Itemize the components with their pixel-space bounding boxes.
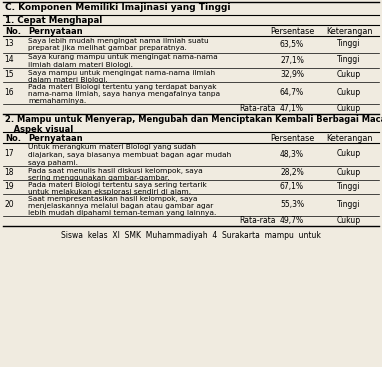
- Text: 1. Cepat Menghapal: 1. Cepat Menghapal: [5, 16, 102, 25]
- Text: 15: 15: [4, 70, 14, 79]
- Text: 14: 14: [4, 55, 14, 65]
- Text: 18: 18: [4, 168, 14, 177]
- Text: No.: No.: [5, 134, 21, 143]
- Text: Saya lebih mudah mengingat nama ilmiah suatu
preparat jika melihat gambar prepar: Saya lebih mudah mengingat nama ilmiah s…: [28, 37, 209, 51]
- Text: Aspek visual: Aspek visual: [5, 124, 73, 134]
- Text: Pernyataan: Pernyataan: [28, 134, 83, 143]
- Text: Cukup: Cukup: [337, 168, 361, 177]
- Text: 63,5%: 63,5%: [280, 40, 304, 48]
- Text: Tinggi: Tinggi: [337, 40, 361, 48]
- Text: 28,2%: 28,2%: [280, 168, 304, 177]
- Text: Tinggi: Tinggi: [337, 55, 361, 65]
- Text: C. Komponen Memiliki Imajinasi yang Tinggi: C. Komponen Memiliki Imajinasi yang Ting…: [5, 4, 230, 12]
- Text: Cukup: Cukup: [337, 216, 361, 225]
- Text: 27,1%: 27,1%: [280, 55, 304, 65]
- Text: Keterangan: Keterangan: [326, 27, 372, 36]
- Text: Rata-rata: Rata-rata: [239, 104, 275, 113]
- Text: 55,3%: 55,3%: [280, 200, 304, 209]
- Text: Persentase: Persentase: [270, 134, 314, 143]
- Text: Pada materi Biologi tertentu yang terdapat banyak
nama-nama ilmiah, saya hanya m: Pada materi Biologi tertentu yang terdap…: [28, 84, 220, 105]
- Text: 13: 13: [4, 40, 14, 48]
- Text: No.: No.: [5, 27, 21, 36]
- Text: 47,1%: 47,1%: [280, 104, 304, 113]
- Text: 67,1%: 67,1%: [280, 182, 304, 191]
- Text: 17: 17: [4, 149, 14, 159]
- Text: Keterangan: Keterangan: [326, 134, 372, 143]
- Text: 48,3%: 48,3%: [280, 149, 304, 159]
- Text: Pada saat menulis hasil diskusi kelompok, saya
sering menggunakan gambar-gambar.: Pada saat menulis hasil diskusi kelompok…: [28, 167, 203, 181]
- Text: 2. Mampu untuk Menyerap, Mengubah dan Menciptakan Kembali Berbagai Macam: 2. Mampu untuk Menyerap, Mengubah dan Me…: [5, 116, 382, 124]
- Text: Persentase: Persentase: [270, 27, 314, 36]
- Text: Saya mampu untuk mengingat nama-nama ilmiah
dalam materi Biologi.: Saya mampu untuk mengingat nama-nama ilm…: [28, 69, 215, 83]
- Text: Saya kurang mampu untuk mengingat nama-nama
ilmiah dalam materi Biologi.: Saya kurang mampu untuk mengingat nama-n…: [28, 55, 218, 68]
- Text: Pernyataan: Pernyataan: [28, 27, 83, 36]
- Text: 20: 20: [4, 200, 14, 209]
- Text: Cukup: Cukup: [337, 70, 361, 79]
- Text: Cukup: Cukup: [337, 104, 361, 113]
- Text: Tinggi: Tinggi: [337, 182, 361, 191]
- Text: 32,9%: 32,9%: [280, 70, 304, 79]
- Text: Pada materi Biologi tertentu saya sering tertarik
untuk melakukan eksplorasi sen: Pada materi Biologi tertentu saya sering…: [28, 182, 207, 195]
- Text: Saat mempresentasikan hasil kelompok, saya
menjelaskannya melalui bagan atau gam: Saat mempresentasikan hasil kelompok, sa…: [28, 196, 216, 217]
- Text: Tinggi: Tinggi: [337, 200, 361, 209]
- Text: Untuk merangkum materi Biologi yang sudah
diajarkan, saya biasanya membuat bagan: Untuk merangkum materi Biologi yang suda…: [28, 145, 231, 166]
- Text: Rata-rata: Rata-rata: [239, 216, 275, 225]
- Text: Cukup: Cukup: [337, 149, 361, 159]
- Text: 16: 16: [4, 88, 14, 97]
- Text: 64,7%: 64,7%: [280, 88, 304, 97]
- Text: 19: 19: [4, 182, 14, 191]
- Text: 49,7%: 49,7%: [280, 216, 304, 225]
- Text: Cukup: Cukup: [337, 88, 361, 97]
- Text: Siswa  kelas  XI  SMK  Muhammadiyah  4  Surakarta  mampu  untuk: Siswa kelas XI SMK Muhammadiyah 4 Suraka…: [61, 232, 321, 240]
